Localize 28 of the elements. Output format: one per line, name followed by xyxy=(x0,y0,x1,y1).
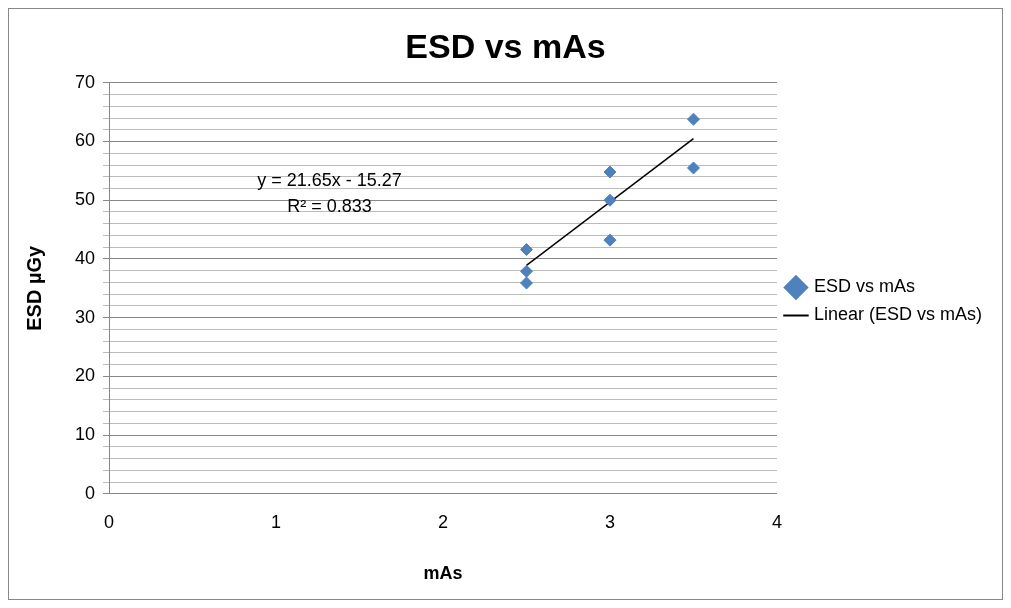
y-tick-label: 60 xyxy=(74,130,96,151)
annotation: R² = 0.833 xyxy=(287,196,372,217)
x-tick-label: 0 xyxy=(104,511,115,532)
x-tick-label: 3 xyxy=(604,511,615,532)
y-tick-label: 50 xyxy=(74,189,96,210)
point xyxy=(686,161,700,175)
point xyxy=(686,112,700,126)
x-tick-label: 4 xyxy=(771,511,782,532)
point xyxy=(603,165,617,179)
annotation: y = 21.65x - 15.27 xyxy=(257,170,402,191)
x-axis-title: mAs xyxy=(423,563,463,584)
chart-title: ESD vs mAs xyxy=(405,26,606,65)
point xyxy=(603,193,617,207)
legend-label: ESD vs mAs xyxy=(813,276,915,297)
y-tick-label: 70 xyxy=(74,71,96,92)
point xyxy=(603,233,617,247)
x-tick-label: 2 xyxy=(437,511,448,532)
y-tick-label: 10 xyxy=(74,424,96,445)
y-tick-label: 30 xyxy=(74,306,96,327)
y-tick-label: 20 xyxy=(74,365,96,386)
y-tick-label: 40 xyxy=(74,247,96,268)
y-tick-label: 0 xyxy=(85,482,96,503)
point xyxy=(519,276,533,290)
legend-label: Linear (ESD vs mAs) xyxy=(813,304,983,325)
y-axis-title: ESD µGy xyxy=(22,244,45,331)
x-tick-label: 1 xyxy=(271,511,282,532)
point xyxy=(519,243,533,257)
point xyxy=(519,264,533,278)
